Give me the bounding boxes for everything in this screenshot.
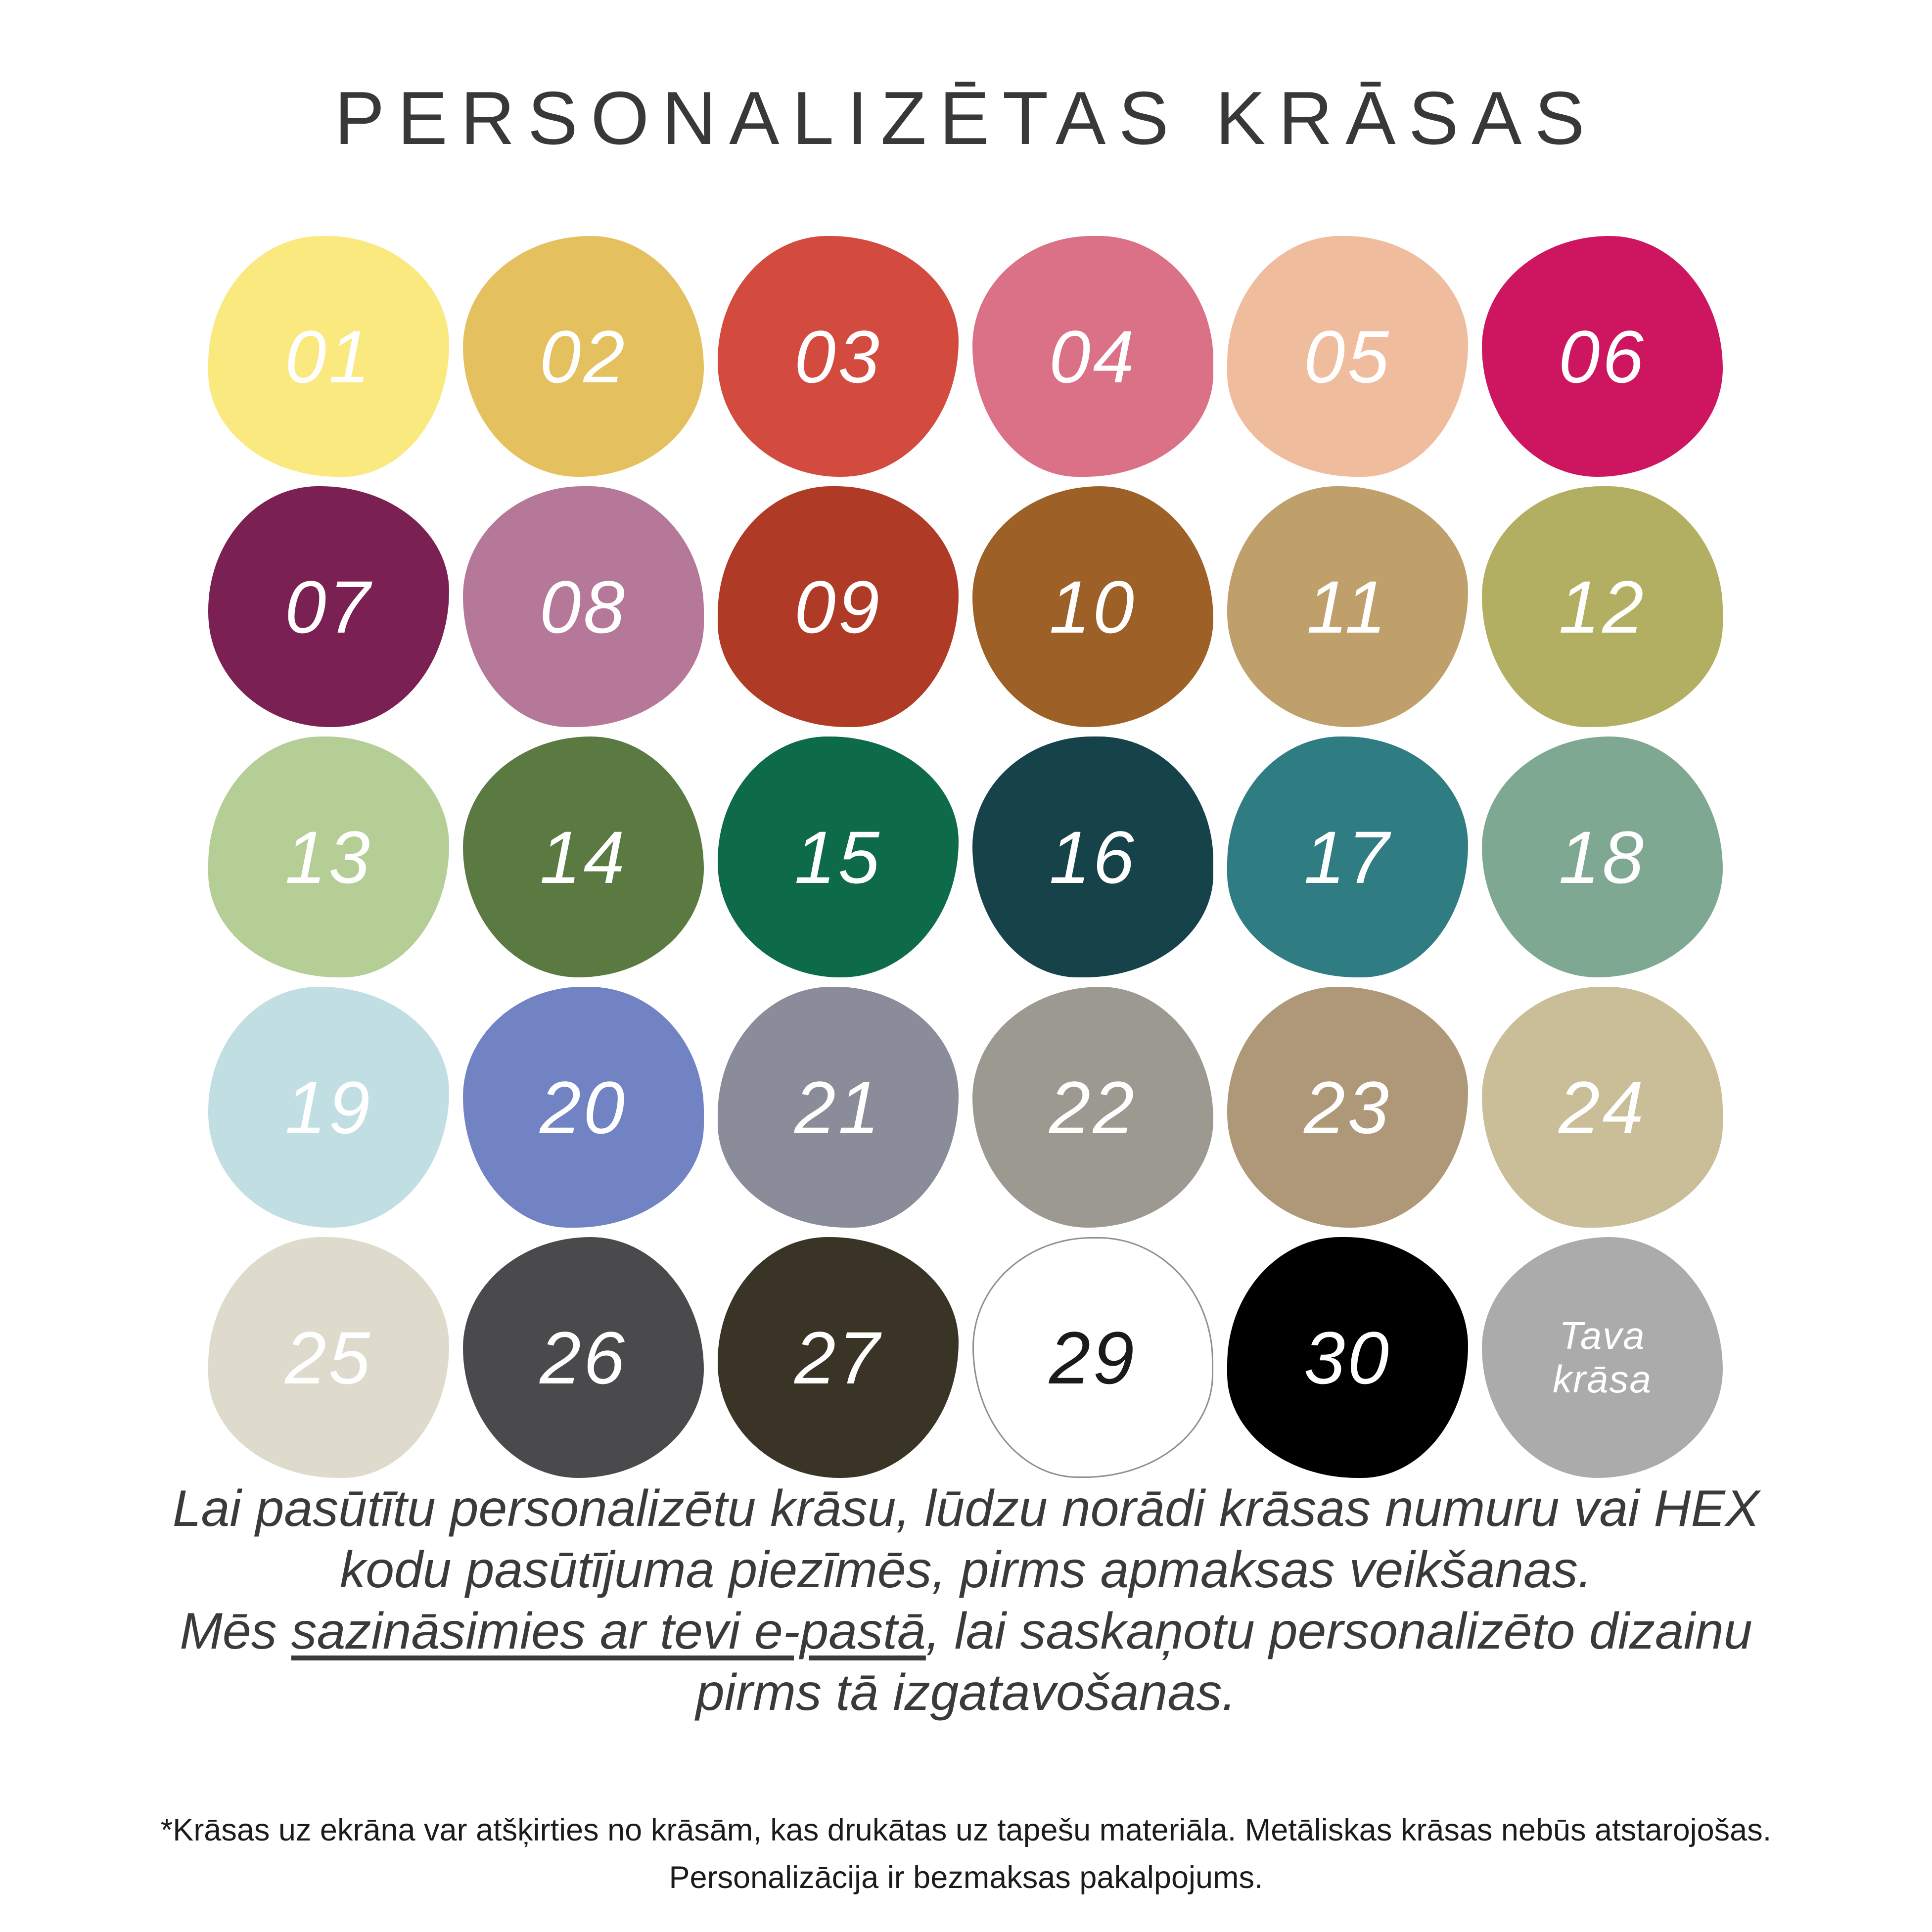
- swatch-number: 14: [540, 815, 627, 899]
- swatch-number: 17: [1304, 815, 1391, 899]
- swatch-number: 05: [1304, 315, 1391, 398]
- color-swatch-18[interactable]: 18: [1482, 736, 1723, 977]
- color-swatch-22[interactable]: 22: [972, 987, 1213, 1228]
- swatch-number: 09: [794, 565, 882, 648]
- email-contact-underlined-text: sazināsimies ar tevi e-pastā: [291, 1603, 926, 1660]
- swatch-number: 29: [1049, 1316, 1137, 1399]
- color-swatch-custom[interactable]: Tava krāsa: [1482, 1237, 1723, 1478]
- color-swatch-06[interactable]: 06: [1482, 236, 1723, 477]
- swatch-number: 04: [1049, 315, 1137, 398]
- info-line-2: kodu pasūtījuma piezīmēs, pirms apmaksas…: [340, 1541, 1592, 1599]
- color-swatch-grid: 01 02 03 04 05 06 07 08 09 10 11 12 13 1…: [208, 236, 1723, 1478]
- color-swatch-02[interactable]: 02: [463, 236, 704, 477]
- color-swatch-14[interactable]: 14: [463, 736, 704, 977]
- swatch-number: 24: [1559, 1065, 1646, 1149]
- color-swatch-10[interactable]: 10: [972, 486, 1213, 727]
- swatch-number: 20: [540, 1065, 627, 1149]
- swatch-number: 30: [1304, 1316, 1391, 1399]
- color-swatch-03[interactable]: 03: [718, 236, 959, 477]
- color-swatch-01[interactable]: 01: [208, 236, 449, 477]
- swatch-number: 11: [1306, 565, 1389, 648]
- color-swatch-13[interactable]: 13: [208, 736, 449, 977]
- color-swatch-15[interactable]: 15: [718, 736, 959, 977]
- info-line-1: Lai pasūtītu personalizētu krāsu, lūdzu …: [172, 1480, 1760, 1537]
- color-swatch-29[interactable]: 29: [972, 1237, 1213, 1478]
- color-swatch-24[interactable]: 24: [1482, 987, 1723, 1228]
- swatch-number: Tava krāsa: [1553, 1314, 1652, 1401]
- color-swatch-20[interactable]: 20: [463, 987, 704, 1228]
- color-swatch-23[interactable]: 23: [1227, 987, 1468, 1228]
- swatch-number: 06: [1559, 315, 1646, 398]
- info-line-3-suffix: , lai saskaņotu personalizēto dizainu: [925, 1603, 1752, 1660]
- swatch-number: 13: [285, 815, 372, 899]
- color-swatch-21[interactable]: 21: [718, 987, 959, 1228]
- color-swatch-30[interactable]: 30: [1227, 1237, 1468, 1478]
- swatch-number: 26: [540, 1316, 627, 1399]
- info-line-3-prefix: Mēs: [180, 1603, 291, 1660]
- swatch-number: 08: [540, 565, 627, 648]
- page-title: PERSONALIZĒTAS KRĀSAS: [334, 76, 1598, 160]
- color-swatch-16[interactable]: 16: [972, 736, 1213, 977]
- color-swatch-11[interactable]: 11: [1227, 486, 1468, 727]
- footnote-line-2: Personalizācija ir bezmaksas pakalpojums…: [669, 1860, 1263, 1895]
- swatch-number: 10: [1049, 565, 1137, 648]
- color-swatch-26[interactable]: 26: [463, 1237, 704, 1478]
- color-swatch-08[interactable]: 08: [463, 486, 704, 727]
- swatch-number: 18: [1559, 815, 1646, 899]
- swatch-number: 21: [794, 1065, 882, 1149]
- swatch-number: 22: [1049, 1065, 1137, 1149]
- swatch-number: 23: [1304, 1065, 1391, 1149]
- color-swatch-17[interactable]: 17: [1227, 736, 1468, 977]
- color-swatch-09[interactable]: 09: [718, 486, 959, 727]
- swatch-number: 15: [794, 815, 882, 899]
- footnote-line-1: *Krāsas uz ekrāna var atšķirties no krās…: [160, 1813, 1772, 1847]
- swatch-number: 19: [285, 1065, 372, 1149]
- color-swatch-19[interactable]: 19: [208, 987, 449, 1228]
- color-swatch-12[interactable]: 12: [1482, 486, 1723, 727]
- swatch-number: 12: [1559, 565, 1646, 648]
- info-line-4: pirms tā izgatavošanas.: [695, 1664, 1237, 1721]
- color-swatch-04[interactable]: 04: [972, 236, 1213, 477]
- swatch-number: 02: [540, 315, 627, 398]
- color-swatch-07[interactable]: 07: [208, 486, 449, 727]
- info-line-3: Mēs sazināsimies ar tevi e-pastā, lai sa…: [0, 1601, 1932, 1662]
- swatch-number: 27: [794, 1316, 882, 1399]
- color-swatch-05[interactable]: 05: [1227, 236, 1468, 477]
- footnote-text: *Krāsas uz ekrāna var atšķirties no krās…: [0, 1806, 1932, 1901]
- swatch-number: 03: [794, 315, 882, 398]
- info-text: Lai pasūtītu personalizētu krāsu, lūdzu …: [0, 1478, 1932, 1723]
- swatch-number: 16: [1049, 815, 1137, 899]
- color-swatch-27[interactable]: 27: [718, 1237, 959, 1478]
- swatch-number: 07: [285, 565, 372, 648]
- swatch-number: 25: [285, 1316, 372, 1399]
- color-swatch-25[interactable]: 25: [208, 1237, 449, 1478]
- swatch-number: 01: [285, 315, 372, 398]
